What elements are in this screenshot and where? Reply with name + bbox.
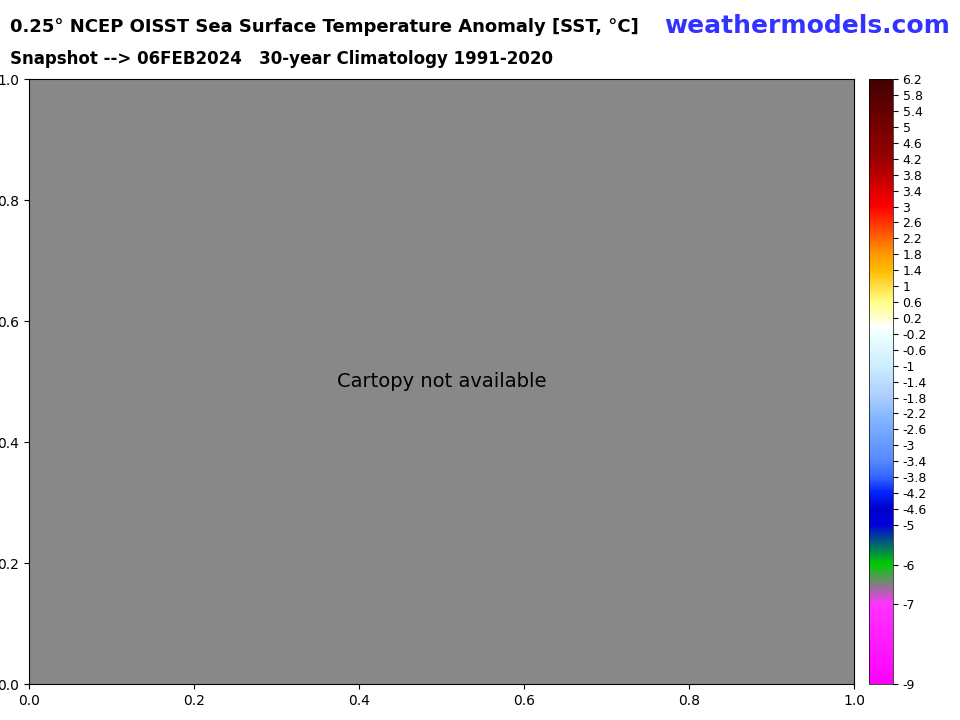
Text: 0.25° NCEP OISST Sea Surface Temperature Anomaly [SST, °C]: 0.25° NCEP OISST Sea Surface Temperature… — [10, 18, 638, 36]
Text: weathermodels.com: weathermodels.com — [664, 14, 950, 38]
Text: Snapshot --> 06FEB2024   30-year Climatology 1991-2020: Snapshot --> 06FEB2024 30-year Climatolo… — [10, 50, 553, 68]
Text: Cartopy not available: Cartopy not available — [337, 372, 546, 391]
